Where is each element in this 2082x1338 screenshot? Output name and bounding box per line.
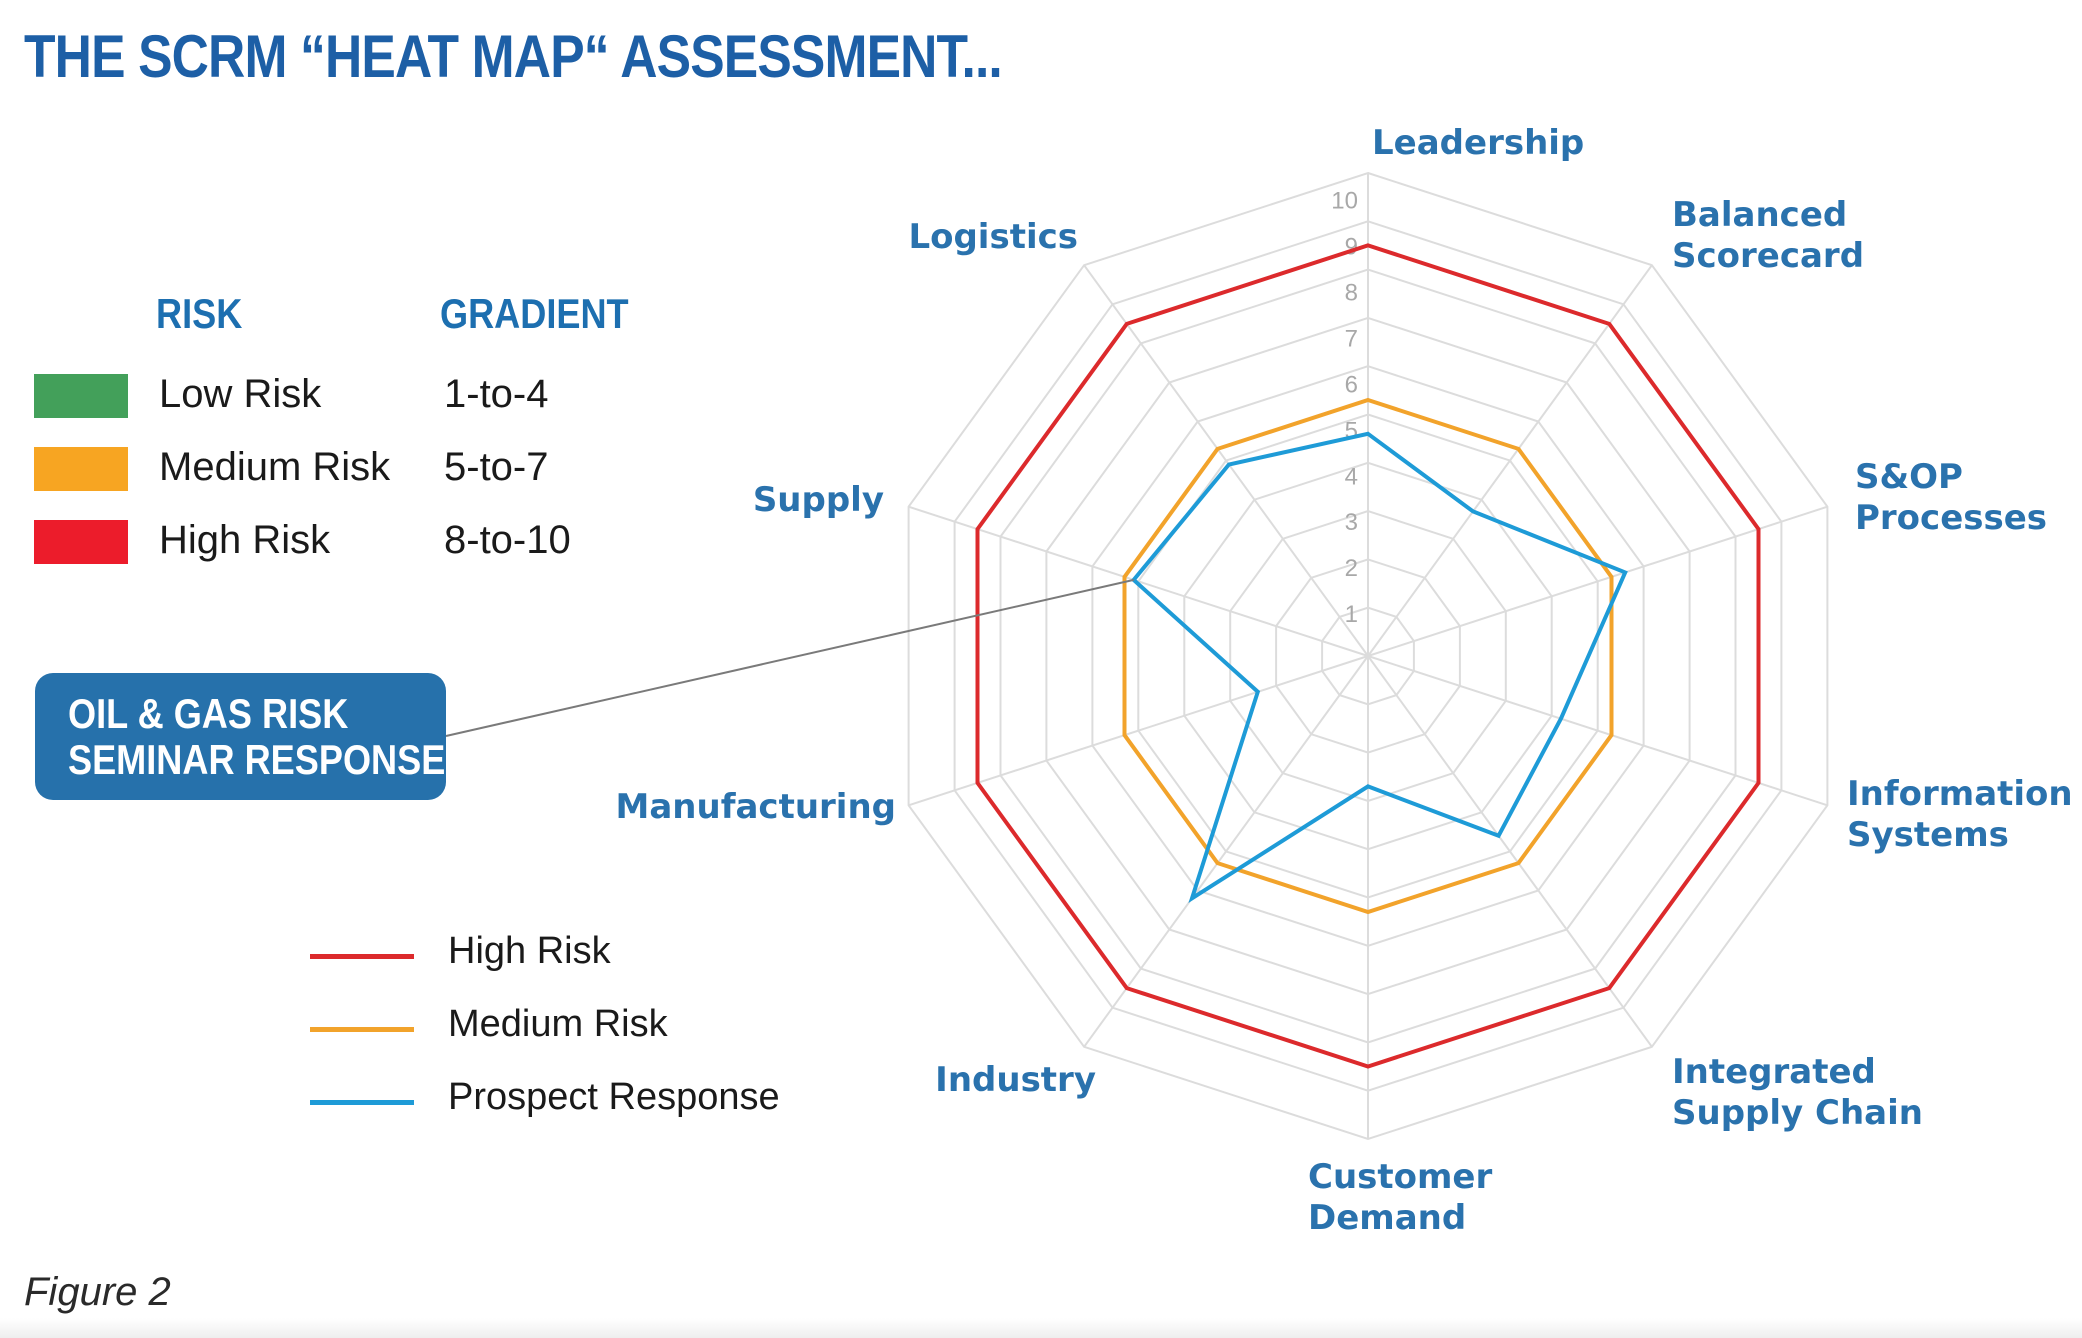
callout-text: OIL & GAS RISK SEMINAR RESPONSE bbox=[68, 691, 445, 783]
figure-caption: Figure 2 bbox=[24, 1270, 171, 1314]
axis-label-customer-demand-line-1: Customer bbox=[1308, 1157, 1492, 1197]
high-risk-gradient: 8-to-10 bbox=[444, 518, 571, 562]
axis-label-industry: Industry bbox=[935, 1060, 1096, 1100]
axis-label-balanced-scorecard-line-2: Scorecard bbox=[1672, 236, 1864, 276]
axis-label-customer-demand-line-2: Demand bbox=[1308, 1198, 1466, 1238]
spoke-9 bbox=[908, 505, 1369, 657]
low-risk-label: Low Risk bbox=[159, 372, 322, 416]
axis-label-information-systems-line-1: Information bbox=[1847, 774, 2073, 814]
high-risk-swatch bbox=[34, 520, 128, 564]
tick-label-6: 6 bbox=[1345, 371, 1358, 398]
medium-risk-swatch bbox=[34, 447, 128, 491]
bottom-shadow bbox=[0, 1318, 2082, 1338]
risk-header: RISK bbox=[156, 290, 243, 337]
axis-label-s-op-processes-line-2: Processes bbox=[1855, 498, 2047, 538]
spoke-2 bbox=[1367, 264, 1653, 657]
spoke-4 bbox=[1367, 655, 1828, 807]
axis-label-information-systems-line-2: Systems bbox=[1847, 815, 2009, 855]
axis-label-supply: Supply bbox=[753, 480, 884, 520]
spoke-3 bbox=[1367, 505, 1828, 657]
gradient-header: GRADIENT bbox=[440, 290, 629, 337]
spoke-8 bbox=[908, 655, 1369, 807]
axis-label-balanced-scorecard-line-1: Balanced bbox=[1672, 195, 1847, 235]
tick-label-10: 10 bbox=[1331, 188, 1358, 215]
callout-connector bbox=[445, 578, 1134, 737]
high-risk-label: High Risk bbox=[159, 518, 331, 562]
tick-label-7: 7 bbox=[1345, 325, 1358, 352]
legend-line-high-risk bbox=[310, 954, 414, 959]
tick-label-4: 4 bbox=[1345, 463, 1358, 490]
medium-risk-gradient: 5-to-7 bbox=[444, 445, 549, 489]
axis-label-integrated-supply-chain-line-2: Supply Chain bbox=[1672, 1093, 1923, 1133]
tick-label-1: 1 bbox=[1345, 601, 1358, 628]
tick-label-2: 2 bbox=[1345, 555, 1358, 582]
medium-risk-label: Medium Risk bbox=[159, 445, 391, 489]
axis-label-leadership: Leadership bbox=[1372, 123, 1584, 163]
legend-line-medium-risk bbox=[310, 1027, 414, 1032]
spoke-10 bbox=[1083, 264, 1369, 657]
callout-line-1: OIL & GAS RISK bbox=[68, 690, 349, 737]
low-risk-swatch bbox=[34, 374, 128, 418]
tick-label-3: 3 bbox=[1345, 509, 1358, 536]
spoke-7 bbox=[1083, 655, 1369, 1048]
seminar-response-callout: OIL & GAS RISK SEMINAR RESPONSE bbox=[35, 673, 446, 800]
tick-label-9: 9 bbox=[1345, 234, 1358, 261]
axis-label-integrated-supply-chain-line-1: Integrated bbox=[1672, 1052, 1876, 1092]
legend-label-medium-risk: Medium Risk bbox=[448, 1003, 668, 1045]
tick-label-8: 8 bbox=[1345, 280, 1358, 307]
spoke-5 bbox=[1367, 655, 1653, 1048]
legend-line-prospect-response bbox=[310, 1100, 414, 1105]
callout-line-2: SEMINAR RESPONSE bbox=[68, 736, 446, 783]
legend-label-prospect-response: Prospect Response bbox=[448, 1076, 780, 1118]
series-high-risk bbox=[975, 243, 1761, 1069]
series-medium-risk bbox=[1122, 397, 1614, 915]
series-prospect-response bbox=[1130, 431, 1628, 903]
low-risk-gradient: 1-to-4 bbox=[444, 372, 549, 416]
axis-label-s-op-processes-line-1: S&OP bbox=[1855, 457, 1963, 497]
axis-label-manufacturing: Manufacturing bbox=[616, 787, 897, 827]
legend-label-high-risk: High Risk bbox=[448, 930, 611, 972]
page-title: THE SCRM “HEAT MAP“ ASSESSMENT... bbox=[24, 23, 1003, 90]
axis-label-logistics: Logistics bbox=[908, 217, 1078, 257]
